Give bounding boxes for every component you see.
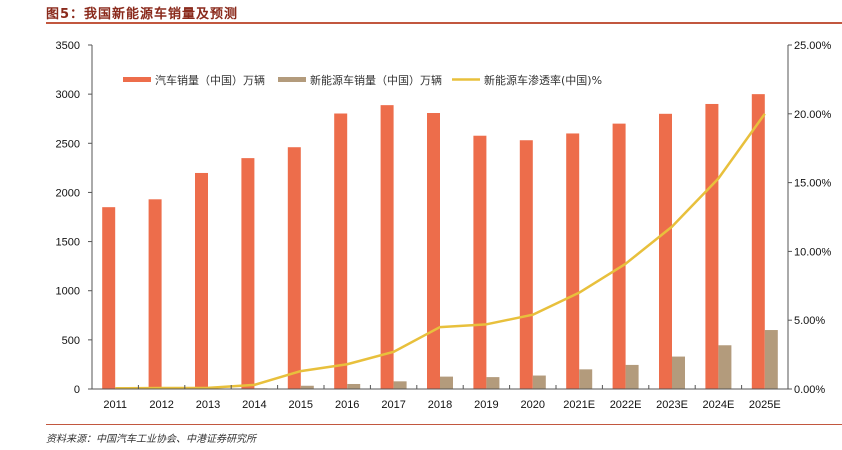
bar-nev-sales-2018 — [440, 376, 453, 389]
bar-car-sales-2024E — [705, 103, 719, 389]
y-tick-label: 2000 — [56, 187, 80, 199]
y-tick-label: 1000 — [56, 286, 80, 298]
legend: 汽车销量（中国）万辆 新能源车销量（中国）万辆 新能源车渗透率(中国)% — [123, 73, 602, 87]
bar-nev-sales-2017 — [393, 381, 407, 389]
bar-car-sales-2019 — [473, 135, 487, 389]
legend-swatch-nev-sales — [278, 77, 306, 82]
legend-swatch-car-sales — [123, 77, 151, 82]
y2-tick-label: 10.00% — [794, 246, 832, 258]
bar-car-sales-2021E — [566, 133, 580, 389]
y-tick-label: 0 — [74, 384, 80, 396]
bar-nev-sales-2025E — [764, 330, 778, 389]
source-note: 资料来源：中国汽车工业协会、中港证券研究所 — [46, 434, 256, 445]
bar-nev-sales-2019 — [486, 377, 500, 389]
legend-label-car-sales: 汽车销量（中国）万辆 — [155, 73, 265, 87]
bar-car-sales-2011 — [102, 207, 116, 389]
y2-tick-label: 15.00% — [794, 178, 832, 190]
x-tick-label: 2020 — [521, 399, 545, 411]
bar-car-sales-2020 — [519, 140, 533, 389]
bar-car-sales-2016 — [334, 113, 348, 390]
y2-tick-label: 5.00% — [794, 315, 825, 327]
x-tick-label: 2022E — [610, 399, 642, 411]
x-tick-label: 2019 — [474, 399, 498, 411]
y2-tick-label: 25.00% — [794, 40, 832, 52]
x-tick-label: 2016 — [335, 399, 359, 411]
x-tick-label: 2023E — [656, 399, 688, 411]
bar-car-sales-2013 — [195, 172, 208, 389]
y-tick-label: 3000 — [56, 89, 80, 101]
y2-tick-label: 0.00% — [794, 384, 825, 396]
penetration-line — [115, 113, 766, 390]
x-tick-label: 2015 — [289, 399, 313, 411]
axes: 0 500 1000 1500 2000 2500 3000 3500 0.00% 5.00% 10… — [56, 40, 832, 411]
bar-car-sales-2018 — [427, 113, 440, 389]
y-tick-label: 1500 — [56, 237, 80, 249]
legend-label-penetration: 新能源车渗透率(中国)% — [484, 73, 602, 87]
bar-car-sales-2017 — [380, 105, 394, 390]
x-tick-label: 2021E — [563, 399, 595, 411]
x-tick-label: 2025E — [749, 399, 781, 411]
y-tick-label: 500 — [62, 335, 80, 347]
bar-car-sales-2023E — [659, 113, 672, 390]
bar-nev-sales-2020 — [532, 375, 546, 389]
bar-nev-sales-2016 — [347, 383, 361, 389]
bar-car-sales-2025E — [751, 94, 765, 390]
x-tick-label: 2024E — [702, 399, 734, 411]
y-tick-label: 3500 — [56, 40, 80, 52]
bar-nev-sales-2022E — [625, 364, 639, 389]
x-tick-label: 2017 — [381, 399, 405, 411]
x-tick-label: 2018 — [428, 399, 452, 411]
bar-car-sales-2022E — [612, 123, 626, 389]
title-rule — [46, 22, 842, 24]
legend-label-nev-sales: 新能源车销量（中国）万辆 — [310, 73, 442, 87]
bar-nev-sales-2015 — [300, 385, 314, 389]
bars — [102, 94, 778, 390]
figure-title: 图5：我国新能源车销量及预测 — [46, 7, 239, 22]
x-tick-label: 2011 — [103, 399, 127, 411]
bar-car-sales-2015 — [287, 147, 301, 389]
x-tick-label: 2014 — [242, 399, 266, 411]
bar-nev-sales-2023E — [672, 356, 685, 389]
bar-nev-sales-2021E — [579, 369, 593, 389]
x-tick-label: 2012 — [149, 399, 173, 411]
bar-nev-sales-2024E — [718, 345, 732, 389]
y2-tick-label: 20.00% — [794, 109, 832, 121]
source-rule — [46, 424, 842, 425]
bar-car-sales-2014 — [241, 158, 255, 389]
bar-car-sales-2012 — [148, 199, 162, 389]
penetration-line-group — [115, 113, 766, 390]
x-tick-label: 2013 — [196, 399, 220, 411]
y-tick-label: 2500 — [56, 138, 80, 150]
